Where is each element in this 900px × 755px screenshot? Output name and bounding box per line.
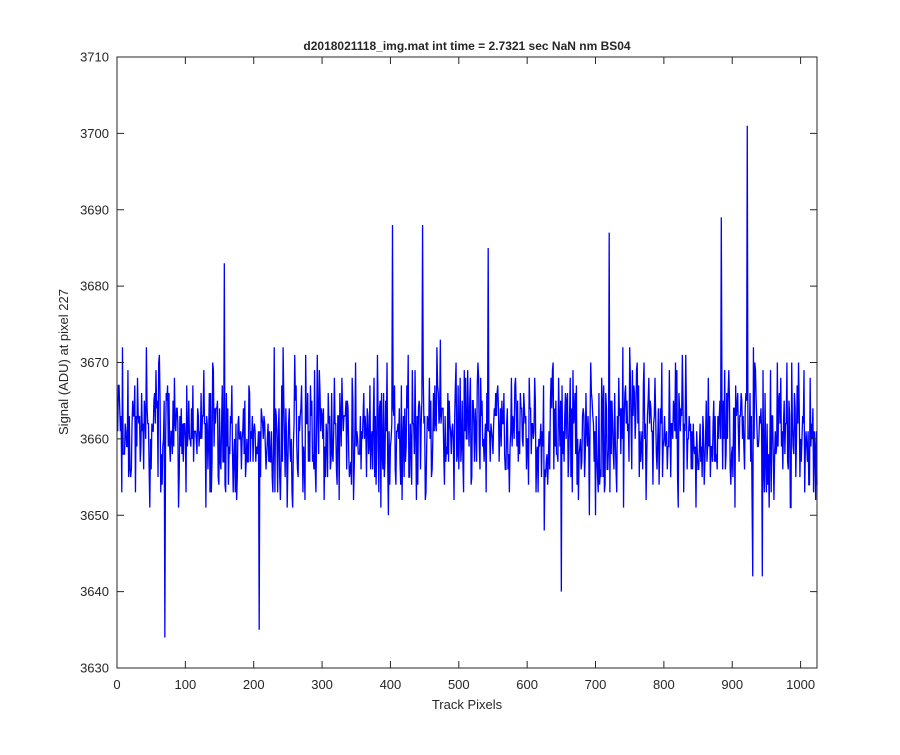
y-tick-label: 3650	[80, 508, 109, 523]
y-tick-label: 3690	[80, 202, 109, 217]
x-tick-label: 700	[585, 677, 607, 692]
x-tick-label: 500	[448, 677, 470, 692]
y-axis-ticks: 3630 3640 3650 3660 3670 3680 3690 3700 3710	[80, 50, 817, 676]
x-tick-label: 1000	[786, 677, 815, 692]
y-tick-label: 3670	[80, 355, 109, 370]
x-axis-label: Track Pixels	[432, 697, 503, 712]
chart-title: d2018021118_img.mat int time = 2.7321 se…	[303, 39, 631, 53]
x-tick-label: 900	[721, 677, 743, 692]
x-tick-label: 400	[380, 677, 402, 692]
y-tick-label: 3640	[80, 584, 109, 599]
y-tick-label: 3630	[80, 661, 109, 676]
y-tick-label: 3680	[80, 279, 109, 294]
data-layer	[117, 125, 818, 638]
y-axis-label: Signal (ADU) at pixel 227	[56, 289, 71, 435]
x-tick-label: 0	[113, 677, 120, 692]
y-tick-label: 3660	[80, 431, 109, 446]
x-axis-ticks: 0 100 200 300 400 500 600 700 800 900 1000	[113, 57, 815, 692]
x-tick-label: 200	[243, 677, 265, 692]
plot-area	[117, 57, 817, 668]
series-line	[117, 125, 818, 638]
x-tick-label: 600	[516, 677, 538, 692]
x-tick-label: 800	[653, 677, 675, 692]
x-tick-label: 300	[311, 677, 333, 692]
y-tick-label: 3710	[80, 50, 109, 65]
x-tick-label: 100	[175, 677, 197, 692]
y-tick-label: 3700	[80, 126, 109, 141]
